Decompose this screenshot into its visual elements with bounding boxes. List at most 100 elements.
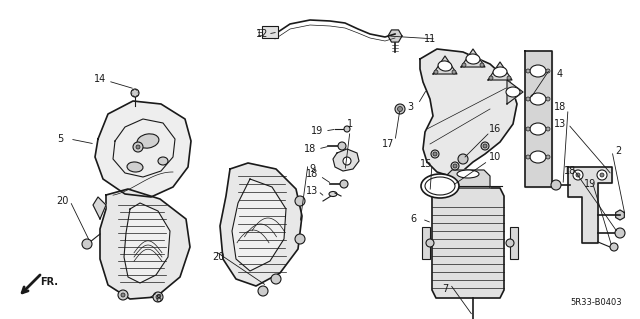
- Circle shape: [451, 162, 459, 170]
- Text: FR.: FR.: [40, 277, 58, 287]
- Ellipse shape: [137, 134, 159, 148]
- Circle shape: [573, 170, 583, 180]
- Polygon shape: [220, 163, 302, 286]
- Text: 12: 12: [256, 29, 268, 39]
- Polygon shape: [420, 49, 517, 176]
- Polygon shape: [232, 179, 286, 271]
- Circle shape: [480, 63, 484, 67]
- Text: 17: 17: [382, 139, 394, 149]
- Polygon shape: [446, 170, 490, 188]
- Circle shape: [506, 239, 514, 247]
- Circle shape: [576, 173, 580, 177]
- Circle shape: [397, 107, 403, 112]
- Circle shape: [615, 228, 625, 238]
- Polygon shape: [525, 51, 552, 187]
- Circle shape: [481, 142, 489, 150]
- Circle shape: [452, 70, 456, 74]
- Circle shape: [600, 173, 604, 177]
- Ellipse shape: [158, 157, 168, 165]
- Text: 19: 19: [311, 126, 323, 136]
- Circle shape: [546, 97, 550, 101]
- Circle shape: [483, 144, 487, 148]
- Polygon shape: [388, 30, 402, 42]
- Polygon shape: [124, 203, 170, 283]
- Circle shape: [343, 157, 351, 165]
- Text: 18: 18: [554, 102, 566, 112]
- Circle shape: [271, 274, 281, 284]
- Ellipse shape: [127, 162, 143, 172]
- Text: 18: 18: [304, 144, 316, 154]
- Polygon shape: [93, 197, 106, 219]
- Circle shape: [526, 155, 530, 159]
- Text: 2: 2: [615, 146, 621, 156]
- Circle shape: [156, 295, 160, 299]
- Text: 13: 13: [554, 119, 566, 129]
- Circle shape: [507, 76, 511, 80]
- Text: 20: 20: [56, 196, 68, 206]
- Circle shape: [295, 196, 305, 206]
- Text: 20: 20: [212, 252, 224, 262]
- Circle shape: [395, 104, 405, 114]
- Ellipse shape: [438, 61, 452, 71]
- Circle shape: [546, 127, 550, 131]
- Text: 3: 3: [407, 102, 413, 112]
- Circle shape: [131, 89, 139, 97]
- Polygon shape: [100, 189, 190, 299]
- Polygon shape: [433, 56, 457, 74]
- Ellipse shape: [530, 123, 546, 135]
- Circle shape: [526, 127, 530, 131]
- Circle shape: [546, 155, 550, 159]
- Bar: [422, 227, 430, 259]
- Polygon shape: [95, 101, 191, 197]
- Circle shape: [136, 145, 140, 149]
- Polygon shape: [616, 210, 625, 220]
- Circle shape: [121, 293, 125, 297]
- Circle shape: [431, 150, 439, 158]
- Circle shape: [295, 234, 305, 244]
- Text: 14: 14: [94, 74, 106, 84]
- Circle shape: [82, 239, 92, 249]
- Text: 13: 13: [306, 186, 318, 196]
- Circle shape: [597, 170, 607, 180]
- Text: 15: 15: [420, 159, 432, 169]
- Bar: [262, 26, 278, 38]
- Circle shape: [338, 142, 346, 150]
- Circle shape: [453, 164, 457, 168]
- Ellipse shape: [530, 93, 546, 105]
- Bar: [510, 227, 518, 259]
- Circle shape: [258, 286, 268, 296]
- Polygon shape: [432, 188, 504, 298]
- Text: 18: 18: [564, 166, 576, 176]
- Circle shape: [551, 180, 561, 190]
- Text: 18: 18: [306, 169, 318, 179]
- Ellipse shape: [530, 65, 546, 77]
- Text: 4: 4: [557, 69, 563, 79]
- Text: 5: 5: [57, 134, 63, 144]
- Circle shape: [546, 69, 550, 73]
- Ellipse shape: [466, 54, 480, 64]
- Text: 9: 9: [309, 164, 315, 174]
- Ellipse shape: [421, 174, 459, 198]
- Ellipse shape: [457, 170, 479, 178]
- Circle shape: [526, 97, 530, 101]
- Circle shape: [489, 76, 493, 80]
- Circle shape: [462, 63, 466, 67]
- Polygon shape: [333, 149, 359, 171]
- Ellipse shape: [493, 67, 507, 77]
- Circle shape: [344, 126, 350, 132]
- Text: 5R33-B0403: 5R33-B0403: [570, 298, 622, 307]
- Text: 8: 8: [155, 294, 161, 304]
- Text: 1: 1: [347, 119, 353, 129]
- Text: 7: 7: [442, 284, 448, 294]
- Text: 6: 6: [410, 214, 416, 224]
- Text: 16: 16: [489, 124, 501, 134]
- Polygon shape: [507, 80, 523, 104]
- Polygon shape: [568, 167, 612, 243]
- Text: 11: 11: [424, 34, 436, 44]
- Circle shape: [434, 70, 438, 74]
- Circle shape: [526, 69, 530, 73]
- Circle shape: [433, 152, 437, 156]
- Circle shape: [610, 243, 618, 251]
- Polygon shape: [488, 62, 512, 80]
- Circle shape: [426, 239, 434, 247]
